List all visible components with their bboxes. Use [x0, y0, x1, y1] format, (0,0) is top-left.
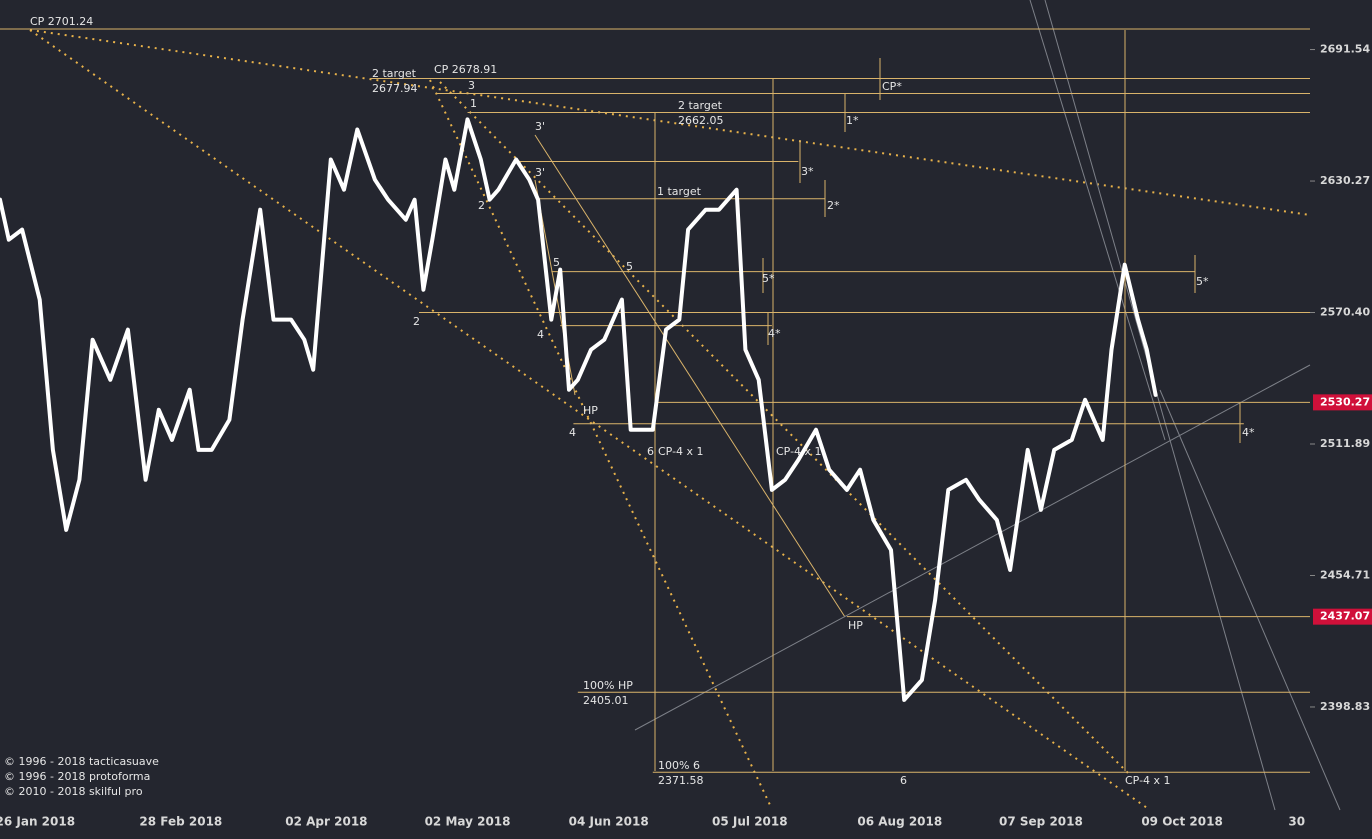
annotation: 2677.94: [372, 82, 418, 95]
annotation: © 2010 - 2018 skilful pro: [4, 785, 143, 798]
price-marker-label: 2530.27: [1320, 395, 1370, 408]
annotation: 3: [468, 79, 475, 92]
annotation: 2371.58: [658, 774, 704, 787]
annotation: 2 target: [372, 67, 417, 80]
annotation: 100% HP: [583, 679, 633, 692]
annotation: HP: [848, 619, 863, 632]
x-tick-label: 05 Jul 2018: [712, 815, 788, 829]
annotation: CP 2701.24: [30, 15, 93, 28]
price-line: [0, 117, 1158, 702]
annotation: 2662.05: [678, 114, 724, 127]
annotation: 4: [569, 426, 576, 439]
price-marker-label: 2437.07: [1320, 610, 1370, 623]
annotation: © 1996 - 2018 protoforma: [4, 770, 150, 783]
annotation: 4*: [768, 327, 781, 340]
annotation: 2*: [827, 199, 840, 212]
x-tick-label: 26 Jan 2018: [0, 815, 75, 829]
annotation: 4: [537, 328, 544, 341]
annotation: 3': [535, 120, 545, 133]
annotation: 5: [626, 260, 633, 273]
annotation: 3': [535, 166, 545, 179]
annotation: CP*: [882, 80, 902, 93]
annotation: CP-4 x 1: [1125, 774, 1171, 787]
annotation: 5*: [762, 272, 775, 285]
annotation: HP: [583, 404, 598, 417]
x-tick-label: 06 Aug 2018: [857, 815, 942, 829]
trend-lines: [29, 0, 1341, 811]
annotation: 5*: [1196, 275, 1209, 288]
x-tick-label: 28 Feb 2018: [139, 815, 222, 829]
annotation: 1: [470, 97, 477, 110]
annotation: 6: [900, 774, 907, 787]
annotation: 4*: [1242, 426, 1255, 439]
x-tick-label: 09 Oct 2018: [1141, 815, 1223, 829]
annotation: 6: [647, 445, 654, 458]
y-tick-label: 2511.89: [1320, 437, 1370, 450]
annotation: CP-4 x 1: [776, 445, 822, 458]
y-tick-label: 2691.54: [1320, 43, 1370, 56]
annotation: 5: [553, 256, 560, 269]
y-tick-label: 2398.83: [1320, 700, 1370, 713]
y-tick-label: 2630.27: [1320, 174, 1370, 187]
annotation: CP-4 x 1: [658, 445, 704, 458]
annotation: CP 2678.91: [434, 63, 497, 76]
x-tick-label: 04 Jun 2018: [569, 815, 649, 829]
annotation: 1*: [846, 114, 859, 127]
x-tick-label: 02 Apr 2018: [285, 815, 367, 829]
annotation: 2405.01: [583, 694, 629, 707]
annotation: 3*: [801, 165, 814, 178]
price-marker: [1313, 394, 1372, 411]
x-tick-label: 07 Sep 2018: [999, 815, 1083, 829]
price-marker: [1313, 608, 1372, 625]
annotation: 2: [413, 315, 420, 328]
y-tick-label: 2454.71: [1320, 568, 1370, 581]
annotation: 100% 6: [658, 759, 700, 772]
x-tick-label: 02 May 2018: [425, 815, 511, 829]
annotation: 2: [478, 199, 485, 212]
x-tick-label: 30: [1288, 815, 1305, 829]
y-tick-label: 2570.40: [1320, 306, 1370, 319]
annotation: 1 target: [657, 185, 702, 198]
annotation: © 1996 - 2018 tacticasuave: [4, 755, 159, 768]
annotation: 2 target: [678, 99, 723, 112]
